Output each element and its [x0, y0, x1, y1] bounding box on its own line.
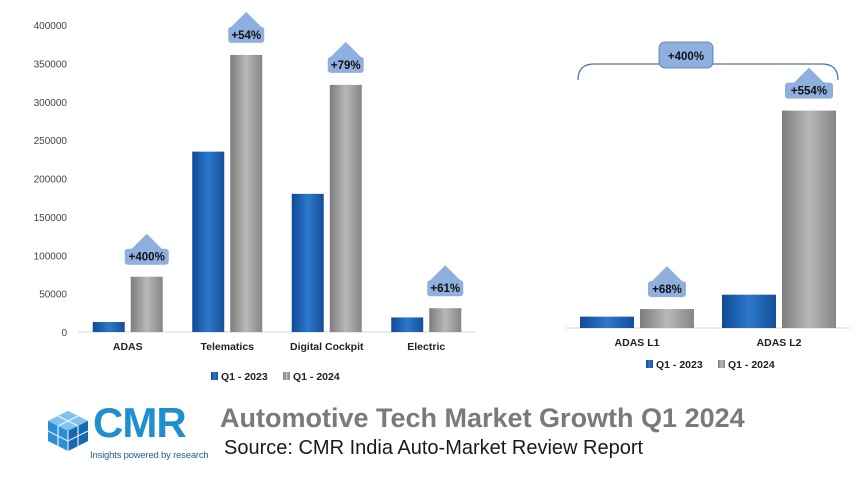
bar-digital-cockpit-q1-2023 — [291, 193, 324, 332]
legend-label-q1-2024: Q1 - 2024 — [293, 371, 340, 383]
y-tick-label: 150000 — [34, 213, 68, 224]
legend-label-q1-2023: Q1 - 2023 — [221, 371, 268, 383]
callout-label: +554% — [791, 86, 827, 98]
logo-tagline: Insights powered by research — [90, 450, 209, 461]
logo-wordmark: CMR — [93, 399, 187, 446]
bar-adas-l2-q1-2023 — [722, 294, 776, 328]
right-bar-chart: ADAS L1+68%ADAS L2+554%+400%Q1 - 2023 Q1 … — [566, 41, 850, 371]
callout-box — [785, 82, 833, 99]
growth-callout-adas-l2: +554% — [785, 67, 833, 99]
legend-swatch-q1-2023 — [646, 360, 653, 368]
callout-arrow — [651, 266, 683, 283]
page-title: Automotive Tech Market Growth Q1 2024 — [220, 403, 745, 433]
growth-callout-telematics: +54% — [228, 11, 265, 43]
overall-growth-bracket: +400% — [577, 41, 839, 81]
x-tick-label-adas: ADAS — [113, 341, 143, 353]
x-tick-label-adas-l1: ADAS L1 — [615, 337, 660, 349]
footer: CMR Insights powered by research Automot… — [0, 395, 864, 483]
overall-growth-box — [658, 41, 714, 69]
callout-arrow — [329, 41, 362, 58]
callout-box — [648, 281, 686, 298]
callout-box — [228, 26, 265, 43]
bar-adas-l1-q1-2024 — [640, 309, 694, 328]
callout-arrow — [230, 11, 263, 28]
bar-telematics-q1-2023 — [192, 151, 225, 332]
y-tick-label: 350000 — [34, 59, 68, 70]
bar-adas-q1-2023 — [92, 322, 125, 332]
x-tick-label-electric: Electric — [407, 341, 445, 353]
y-tick-label: 200000 — [34, 175, 68, 186]
y-tick-label: 50000 — [39, 290, 67, 301]
growth-callout-adas-l1: +68% — [648, 266, 686, 298]
callout-label: +68% — [652, 284, 682, 296]
callout-box — [327, 56, 364, 73]
callout-arrow — [793, 67, 825, 84]
source-line: Source: CMR India Auto-Market Review Rep… — [224, 437, 644, 459]
x-tick-label-digital-cockpit: Digital Cockpit — [290, 341, 364, 353]
overall-growth-label: +400% — [668, 51, 704, 63]
y-tick-label: 0 — [61, 328, 67, 339]
callout-label: +79% — [331, 60, 361, 72]
callout-label: +400% — [129, 252, 165, 264]
legend: Q1 - 2023 Q1 - 2024 — [211, 371, 340, 383]
cmr-logo: CMR Insights powered by research — [44, 399, 214, 465]
callout-box — [124, 248, 169, 265]
growth-callout-adas: +400% — [124, 233, 169, 265]
callout-arrow — [130, 233, 163, 250]
callout-box — [427, 280, 464, 297]
bar-telematics-q1-2024 — [230, 54, 263, 333]
callout-label: +54% — [231, 30, 261, 42]
bar-adas-q1-2024 — [130, 276, 163, 332]
y-tick-label: 300000 — [34, 98, 68, 109]
y-tick-label: 400000 — [34, 21, 68, 32]
legend-label-q1-2023: Q1 - 2023 — [656, 359, 703, 371]
callout-arrow — [429, 265, 462, 282]
y-tick-label: 100000 — [34, 251, 68, 262]
charts-canvas: 0 50000 100000 150000 200000 250000 300000 3500… — [34, 11, 850, 383]
callout-label: +61% — [430, 283, 460, 295]
legend-label-q1-2024: Q1 - 2024 — [728, 359, 775, 371]
legend-swatch-q1-2024 — [283, 372, 290, 380]
bar-adas-l2-q1-2024 — [782, 110, 836, 328]
bar-digital-cockpit-q1-2024 — [329, 84, 362, 333]
legend: Q1 - 2023 Q1 - 2024 — [646, 359, 775, 371]
x-tick-label-telematics: Telematics — [201, 341, 255, 353]
bar-electric-q1-2023 — [391, 317, 424, 332]
y-tick-label: 250000 — [34, 136, 68, 147]
left-bar-chart: 0 50000 100000 150000 200000 250000 300000 3500… — [34, 11, 476, 383]
growth-callout-digital-cockpit: +79% — [327, 41, 364, 73]
growth-callout-electric: +61% — [427, 265, 464, 297]
bar-adas-l1-q1-2023 — [580, 316, 634, 328]
cube-logo-icon — [47, 411, 89, 451]
x-tick-label-adas-l2: ADAS L2 — [757, 337, 802, 349]
legend-swatch-q1-2024 — [718, 360, 725, 368]
bar-electric-q1-2024 — [429, 308, 462, 332]
legend-swatch-q1-2023 — [211, 372, 218, 380]
